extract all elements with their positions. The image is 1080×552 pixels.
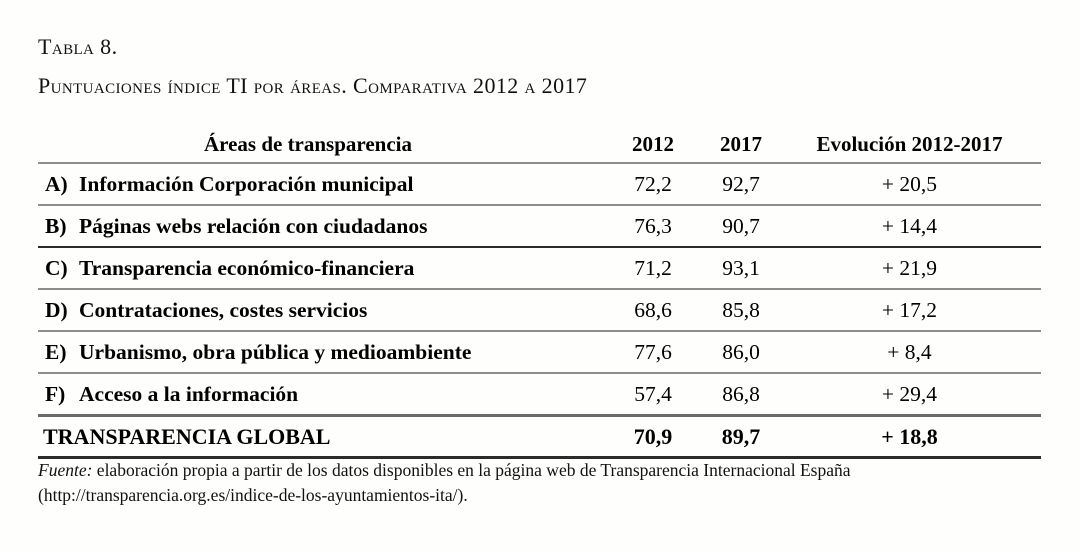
row-area-text: Acceso a la información (79, 381, 299, 406)
row-value-2017: 86,8 (696, 373, 786, 417)
row-value-2012: 57,4 (610, 373, 696, 417)
header-evolution: Evolución 2012-2017 (786, 127, 1041, 164)
table-body: A) Información Corporación municipal 72,2… (38, 163, 1041, 459)
row-area-text: Contrataciones, costes servicios (79, 297, 368, 322)
row-marker: D) (45, 297, 68, 322)
row-area-text: Información Corporación municipal (79, 171, 414, 196)
total-value-2017: 89,7 (696, 415, 786, 459)
total-value-evolution: + 18,8 (786, 415, 1041, 459)
header-area: Áreas de transparencia (38, 127, 610, 164)
table-header-row: Áreas de transparencia 2012 2017 Evoluci… (38, 127, 1041, 164)
row-area-label: D) Contrataciones, costes servicios (38, 289, 610, 332)
row-value-evolution: + 20,5 (786, 163, 1041, 206)
table-row: E) Urbanismo, obra pública y medioambient… (38, 331, 1041, 374)
row-value-2012: 77,6 (610, 331, 696, 374)
total-value-2012: 70,9 (610, 415, 696, 459)
row-marker: B) (45, 213, 67, 238)
row-value-2012: 71,2 (610, 247, 696, 290)
row-area-text: Transparencia económico-financiera (79, 255, 415, 280)
row-value-2017: 93,1 (696, 247, 786, 290)
table-number: Tabla 8. (38, 34, 118, 59)
table-row: B) Páginas webs relación con ciudadanos 7… (38, 205, 1041, 248)
transparency-table: Áreas de transparencia 2012 2017 Evoluci… (38, 127, 1041, 459)
table-row: A) Información Corporación municipal 72,2… (38, 163, 1041, 206)
header-2017: 2017 (696, 127, 786, 164)
row-value-2017: 85,8 (696, 289, 786, 332)
row-value-2017: 92,7 (696, 163, 786, 206)
row-value-evolution: + 8,4 (786, 331, 1041, 374)
row-area-label: E) Urbanismo, obra pública y medioambient… (38, 331, 610, 374)
header-2012: 2012 (610, 127, 696, 164)
row-area-text: Urbanismo, obra pública y medioambiente (79, 339, 472, 364)
source-text: elaboración propia a partir de los datos… (92, 460, 851, 480)
transparency-table-container: Áreas de transparencia 2012 2017 Evoluci… (38, 127, 1041, 459)
row-value-2017: 90,7 (696, 205, 786, 248)
row-marker: E) (45, 339, 67, 364)
row-area-label: C) Transparencia económico-financiera (38, 247, 610, 290)
row-value-2012: 72,2 (610, 163, 696, 206)
table-total-row: TRANSPARENCIA GLOBAL 70,9 89,7 + 18,8 (38, 415, 1041, 459)
row-value-2012: 68,6 (610, 289, 696, 332)
row-value-evolution: + 29,4 (786, 373, 1041, 417)
row-value-evolution: + 17,2 (786, 289, 1041, 332)
source-label: Fuente: (38, 460, 93, 480)
row-value-2017: 86,0 (696, 331, 786, 374)
row-value-2012: 76,3 (610, 205, 696, 248)
table-row: D) Contrataciones, costes servicios 68,6 … (38, 289, 1041, 332)
table-caption: Tabla 8. Puntuaciones índice TI por área… (38, 36, 1042, 97)
row-area-label: A) Información Corporación municipal (38, 163, 610, 206)
row-marker: C) (45, 255, 68, 280)
row-value-evolution: + 14,4 (786, 205, 1041, 248)
total-label: TRANSPARENCIA GLOBAL (38, 415, 610, 459)
row-area-text: Páginas webs relación con ciudadanos (79, 213, 428, 238)
row-area-label: F) Acceso a la información (38, 373, 610, 417)
source-note: Fuente: elaboración propia a partir de l… (38, 458, 1046, 508)
row-value-evolution: + 21,9 (786, 247, 1041, 290)
row-marker: F) (45, 381, 66, 406)
table-title: Puntuaciones índice TI por áreas. Compar… (38, 73, 588, 98)
row-area-label: B) Páginas webs relación con ciudadanos (38, 205, 610, 248)
row-marker: A) (45, 171, 68, 196)
table-row: C) Transparencia económico-financiera 71,… (38, 247, 1041, 290)
table-row: F) Acceso a la información 57,4 86,8 + 29… (38, 373, 1041, 417)
source-url: (http://transparencia.org.es/indice-de-l… (38, 484, 468, 505)
